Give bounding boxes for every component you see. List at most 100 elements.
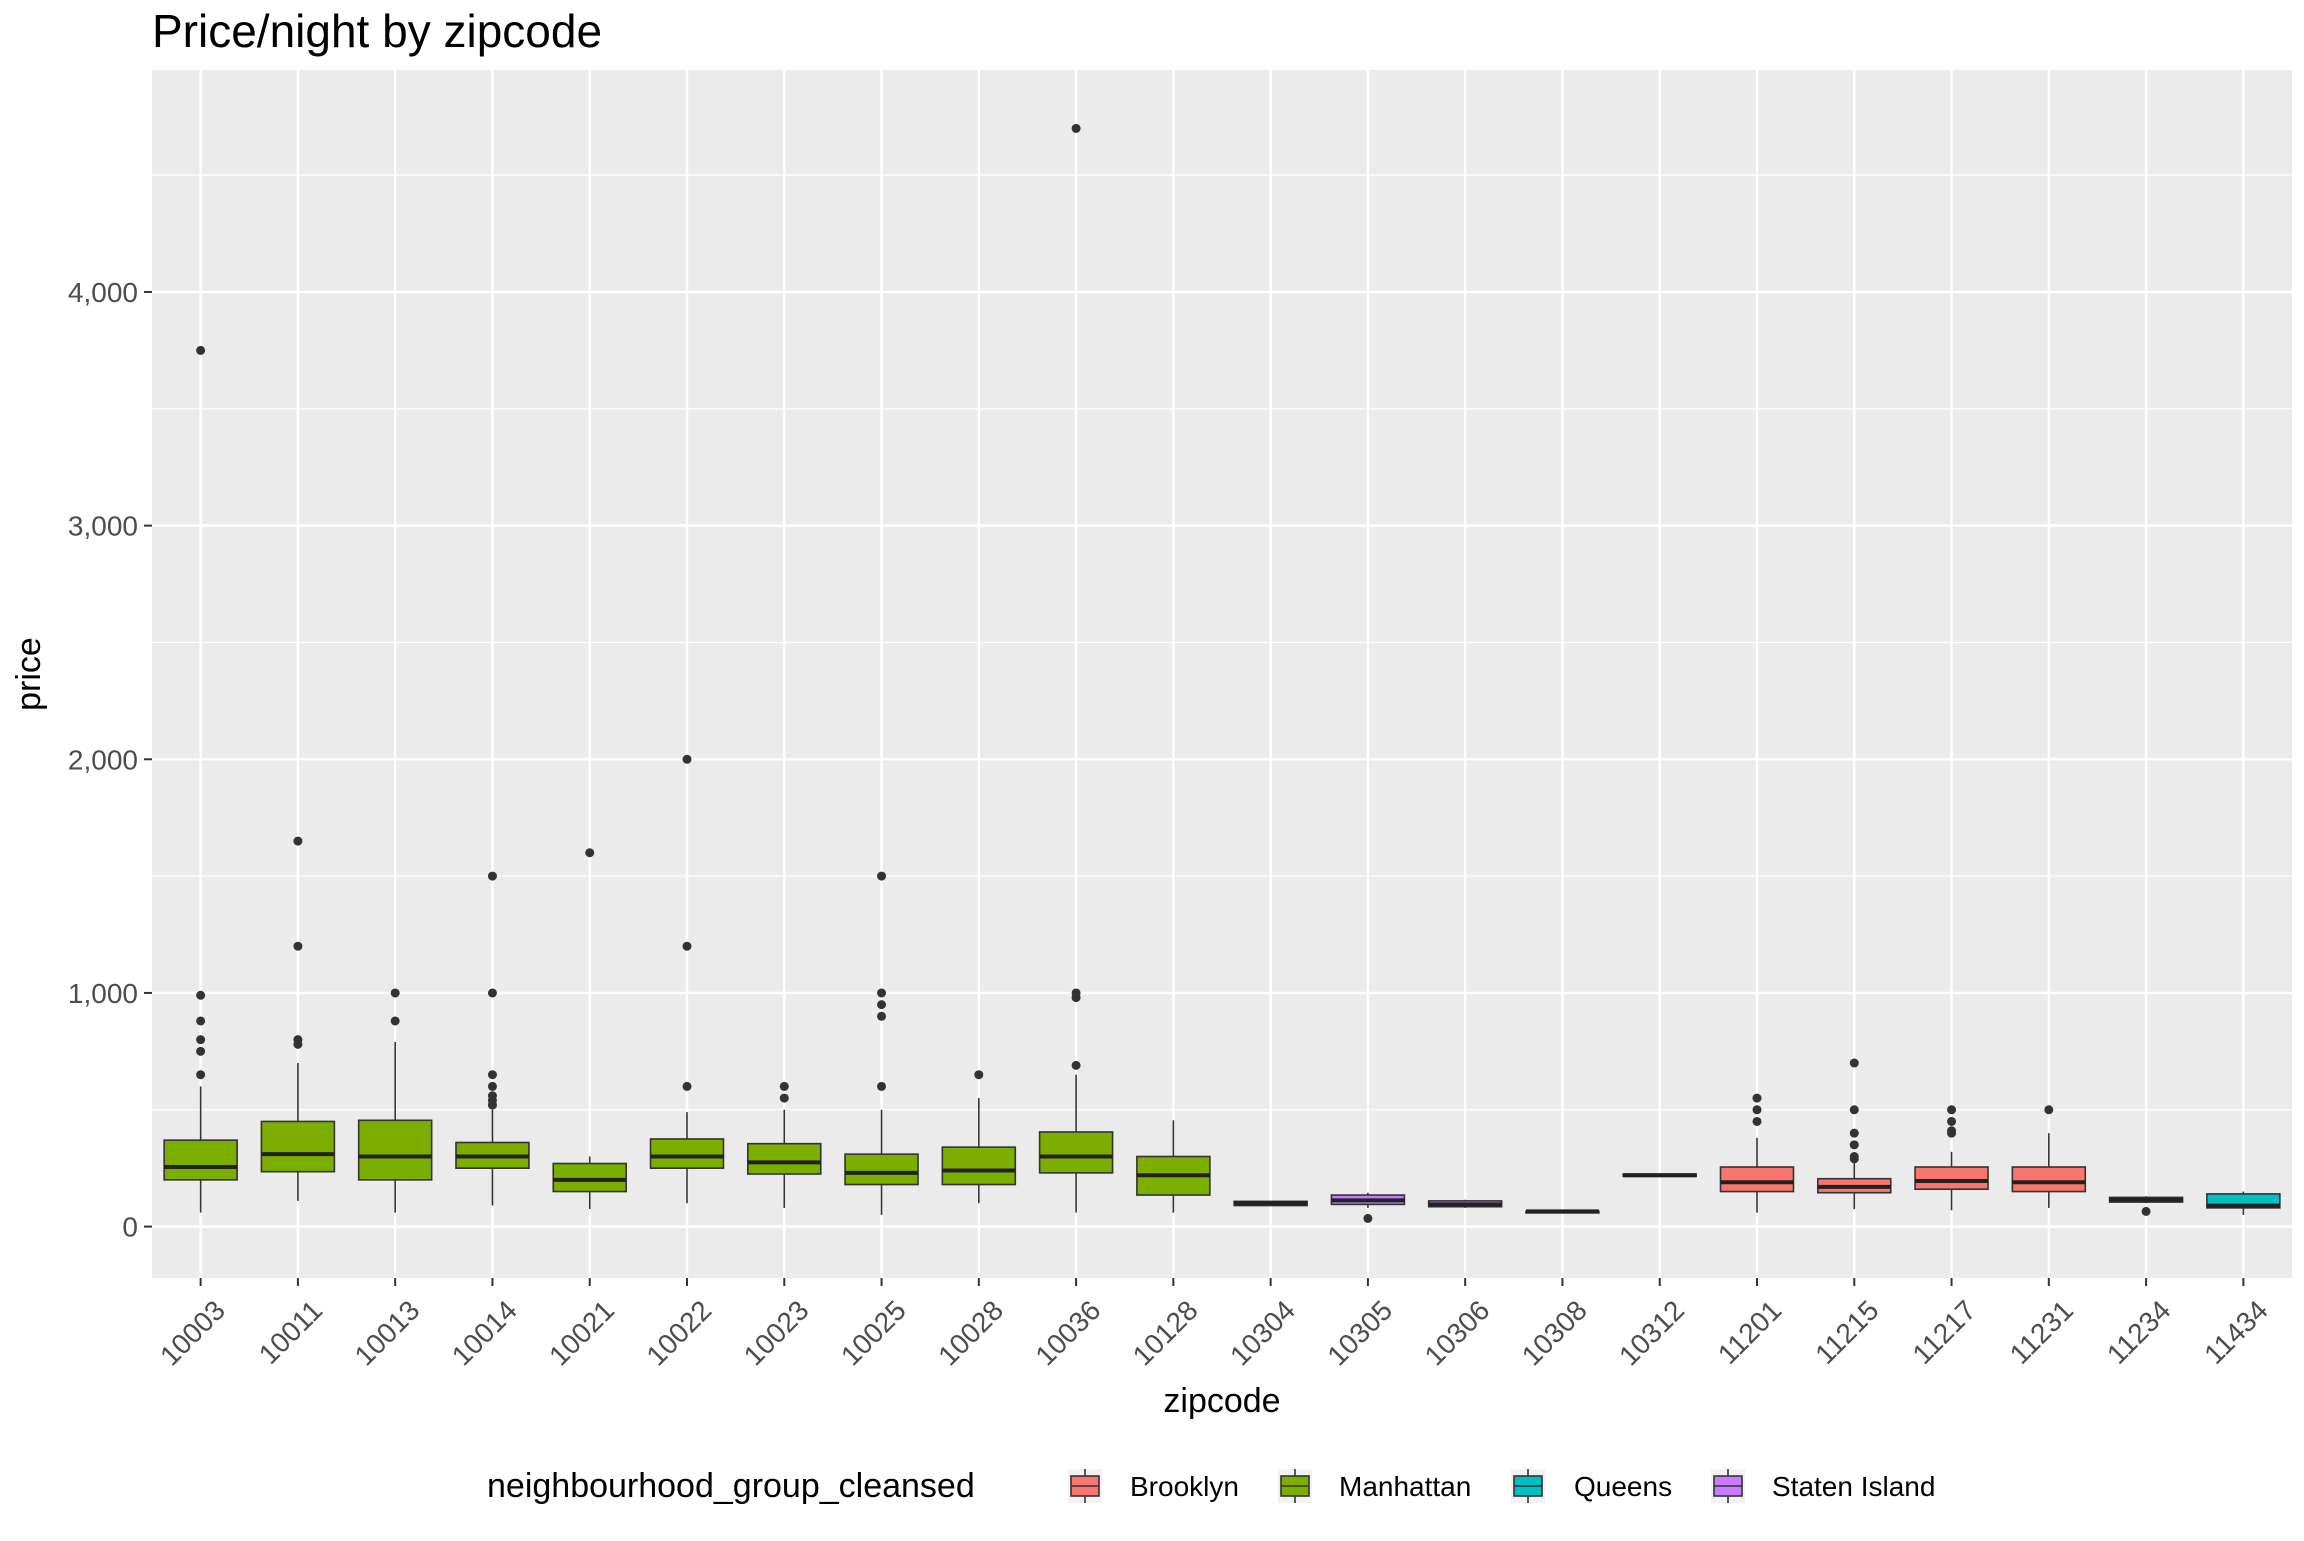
outlier-point [487,988,497,998]
x-tick-label: 10304 [1224,1294,1301,1371]
x-tick-label: 10028 [932,1294,1009,1371]
outlier-point [1071,988,1081,998]
outlier-point [1849,1058,1859,1068]
box-body [941,1146,1017,1186]
box-11234 [2108,1196,2184,1216]
outlier-point [1849,1140,1859,1150]
box-11434 [2206,1191,2281,1215]
box-10028 [941,1070,1017,1204]
x-tick-label: 10011 [253,1294,329,1370]
box-body [1038,1131,1114,1174]
legend: neighbourhood_group_cleansed Brooklyn Manh… [487,1467,1935,1505]
outlier-point [1752,1093,1762,1103]
legend-label: Staten Island [1772,1471,1935,1502]
outlier-point [1752,1116,1762,1126]
y-tick-label: 0 [122,1212,138,1243]
outlier-point [779,1093,789,1103]
outlier-point [293,1035,303,1045]
outlier-point [877,1000,887,1010]
box-10023 [746,1081,822,1208]
outlier-point [487,1081,497,1091]
legend-label: Manhattan [1339,1471,1471,1502]
box-body [1719,1166,1795,1193]
box-body [552,1162,628,1193]
outlier-point [293,836,303,846]
box-10305 [1330,1192,1406,1223]
box-body [746,1142,822,1175]
box-10304 [1233,1200,1308,1207]
outlier-point [1849,1151,1859,1161]
x-tick-label: 10014 [446,1294,523,1371]
box-10308 [1525,1209,1600,1214]
legend-key-queens: Queens [1511,1469,1672,1503]
x-tick-label: 10128 [1127,1294,1204,1371]
outlier-point [1849,1128,1859,1138]
x-tick-label: 10308 [1516,1294,1593,1371]
outlier-point [1947,1126,1957,1136]
x-tick-label: 10013 [349,1294,426,1371]
x-tick-label: 11215 [1809,1294,1885,1370]
box-10003 [163,345,238,1213]
x-tick-label: 10036 [1029,1294,1106,1371]
outlier-point [196,1035,206,1045]
outlier-point [1947,1105,1957,1115]
outlier-point [974,1070,984,1080]
legend-label: Queens [1574,1471,1672,1502]
outlier-point [2044,1105,2054,1115]
outlier-point [877,1081,887,1091]
legend-label: Brooklyn [1130,1471,1239,1502]
x-tick-label: 10022 [640,1294,717,1371]
x-tick-label: 11231 [2004,1294,2080,1370]
box-10022 [649,754,725,1204]
y-tick-label: 4,000 [68,277,138,308]
outlier-point [877,871,887,881]
outlier-point [682,941,692,951]
box-body [260,1120,336,1173]
box-10036 [1038,123,1114,1213]
x-tick-label: 11434 [2198,1294,2274,1370]
outlier-point [196,1016,206,1026]
box-10128 [1136,1120,1211,1213]
outlier-point [2141,1206,2151,1216]
box-11201 [1719,1093,1795,1213]
box-10011 [260,836,336,1201]
outlier-point [1363,1213,1373,1223]
outlier-point [682,1081,692,1091]
legend-key-manhattan: Manhattan [1278,1469,1471,1503]
outlier-point [1947,1116,1957,1126]
box-11215 [1816,1058,1892,1210]
outlier-point [1071,123,1081,133]
legend-key-brooklyn: Brooklyn [1068,1469,1239,1503]
box-body [649,1138,725,1169]
outlier-point [390,988,400,998]
box-body [163,1139,238,1181]
outlier-point [293,941,303,951]
y-tick-label: 3,000 [68,511,138,542]
box-10306 [1427,1199,1503,1208]
box-11231 [2011,1105,2087,1208]
outlier-point [779,1081,789,1091]
outlier-point [390,1016,400,1026]
plot-panel [152,70,2292,1278]
box-10312 [1622,1173,1698,1178]
x-tick-label: 10305 [1321,1294,1398,1371]
box-11217 [1914,1105,1989,1211]
x-tick-label: 10003 [154,1294,231,1371]
outlier-point [1071,1060,1081,1070]
x-tick-label: 10023 [738,1294,815,1371]
outlier-point [487,871,497,881]
x-tick-label: 10306 [1419,1294,1496,1371]
legend-key-staten-island: Staten Island [1711,1469,1935,1503]
x-tick-label: 10025 [835,1294,912,1371]
outlier-point [196,345,206,355]
x-tick-label: 10021 [543,1294,620,1371]
x-tick-label: 11217 [1906,1294,1982,1370]
x-axis-title: zipcode [1163,1382,1280,1420]
outlier-point [196,1070,206,1080]
box-body [844,1153,919,1186]
chart-title: Price/night by zipcode [152,5,603,57]
box-body [357,1119,433,1181]
outlier-point [487,1070,497,1080]
